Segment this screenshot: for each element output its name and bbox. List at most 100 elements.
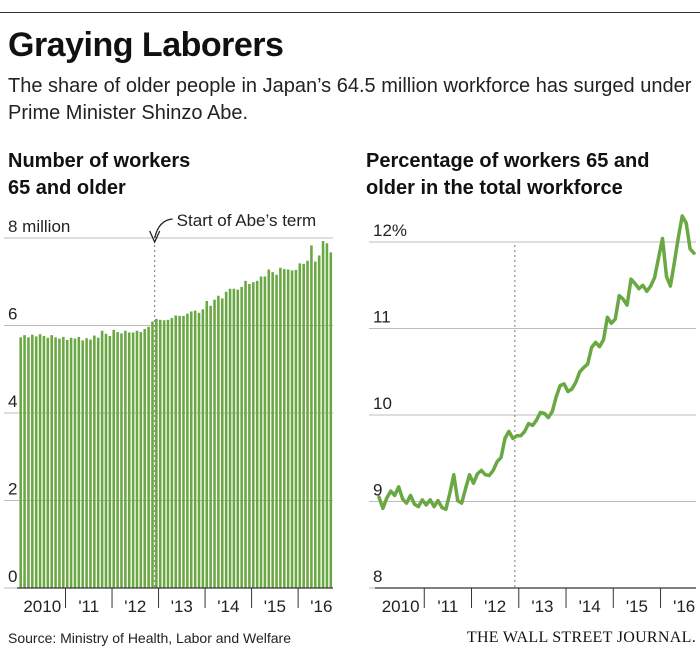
count-bar (302, 263, 305, 588)
share-line-series (377, 214, 696, 512)
count-bar (271, 272, 274, 588)
count-bar (279, 267, 282, 588)
count-bar (58, 338, 61, 588)
publisher-logo: THE WALL STREET JOURNAL. (466, 629, 696, 646)
count-bar (50, 335, 53, 588)
count-bar (89, 339, 92, 588)
count-bar (310, 245, 313, 588)
count-bar (263, 276, 267, 588)
count-bar (220, 298, 224, 588)
count-bar (108, 336, 112, 588)
count-bar (135, 330, 139, 588)
annotation-arrow-line (154, 218, 173, 239)
count-bar (34, 336, 38, 588)
count-x-tick-label: 2010 (23, 597, 61, 616)
left-chart-title-line1: Number of workers (8, 150, 191, 172)
count-bar (178, 315, 181, 588)
count-bar (147, 326, 150, 588)
count-bar (209, 305, 212, 588)
count-bar (248, 283, 251, 588)
share-x-tick-label: '15 (626, 597, 648, 616)
count-bar (213, 299, 216, 588)
count-bar (217, 295, 220, 588)
count-bar (104, 333, 108, 588)
count-bar (42, 336, 46, 588)
count-y-tick-label: 8 million (8, 217, 70, 236)
count-x-tick-label: '15 (264, 597, 286, 616)
count-bar (54, 337, 57, 588)
count-bar (197, 312, 201, 588)
count-x-tick-label: '12 (124, 597, 146, 616)
count-bar (286, 269, 290, 588)
count-bar (162, 320, 166, 588)
count-bar (69, 337, 73, 588)
count-bar (186, 313, 189, 588)
count-bar (93, 335, 96, 588)
count-bar (236, 289, 240, 588)
count-bar (193, 310, 197, 588)
count-bar (205, 301, 209, 588)
count-bar (244, 280, 247, 588)
count-bar (240, 287, 243, 588)
count-bar (329, 252, 333, 588)
count-bar (255, 280, 259, 588)
count-bar (85, 338, 88, 588)
count-bar (62, 336, 65, 588)
count-bar (259, 276, 263, 588)
top-rule (0, 12, 700, 13)
count-bar (19, 337, 22, 588)
count-bar (325, 243, 329, 588)
count-bar (65, 339, 69, 588)
count-bar (251, 282, 255, 588)
share-x-tick-label: '14 (579, 597, 601, 616)
count-bar (228, 288, 232, 588)
left-chart-title: Number of workers 65 and older (8, 148, 190, 202)
count-x-tick-label: '16 (310, 597, 332, 616)
count-x-tick-label: '13 (171, 597, 193, 616)
count-bar (166, 319, 170, 588)
count-bar (46, 337, 50, 588)
count-bar (96, 337, 100, 588)
count-y-tick-label: 6 (8, 305, 17, 324)
count-bar (120, 333, 123, 588)
annotation-arrow-head (149, 230, 161, 244)
share-y-tick-label: 11 (373, 308, 391, 327)
count-bar (151, 321, 154, 588)
count-bar (201, 309, 205, 588)
count-y-tick-label: 2 (8, 480, 17, 499)
count-bar (131, 332, 135, 588)
share-x-tick-label: '12 (484, 597, 506, 616)
count-bar (170, 318, 174, 588)
count-bar (100, 330, 104, 588)
count-bar (27, 337, 30, 588)
share-y-tick-label: 10 (373, 394, 392, 413)
share-y-tick-label: 9 (373, 481, 382, 500)
count-bar (139, 332, 143, 588)
count-bar (232, 288, 236, 588)
count-bar (275, 274, 278, 588)
count-y-tick-label: 0 (8, 567, 17, 586)
share-x-tick-label: 2010 (382, 597, 420, 616)
count-bar (317, 255, 321, 588)
count-bar (116, 332, 119, 588)
page-title: Graying Laborers (8, 26, 284, 64)
count-y-tick-label: 4 (8, 392, 17, 411)
count-bar (224, 291, 228, 588)
count-bar (182, 315, 185, 588)
count-x-tick-label: '14 (217, 597, 239, 616)
right-chart-title: Percentage of workers 65 and older in th… (366, 148, 649, 202)
share-y-tick-label: 8 (373, 567, 382, 586)
share-x-tick-label: '16 (673, 597, 695, 616)
left-chart-title-line2: 65 and older (8, 177, 126, 199)
count-bar (158, 319, 162, 588)
share-x-tick-label: '13 (531, 597, 553, 616)
count-bar (155, 318, 158, 588)
count-bar (31, 334, 34, 588)
share-x-tick-label: '11 (437, 597, 458, 616)
count-bar (73, 338, 77, 588)
count-bar (267, 269, 271, 588)
count-bar (294, 269, 298, 588)
source-note: Source: Ministry of Health, Labor and We… (8, 630, 291, 646)
count-bar (290, 270, 294, 588)
